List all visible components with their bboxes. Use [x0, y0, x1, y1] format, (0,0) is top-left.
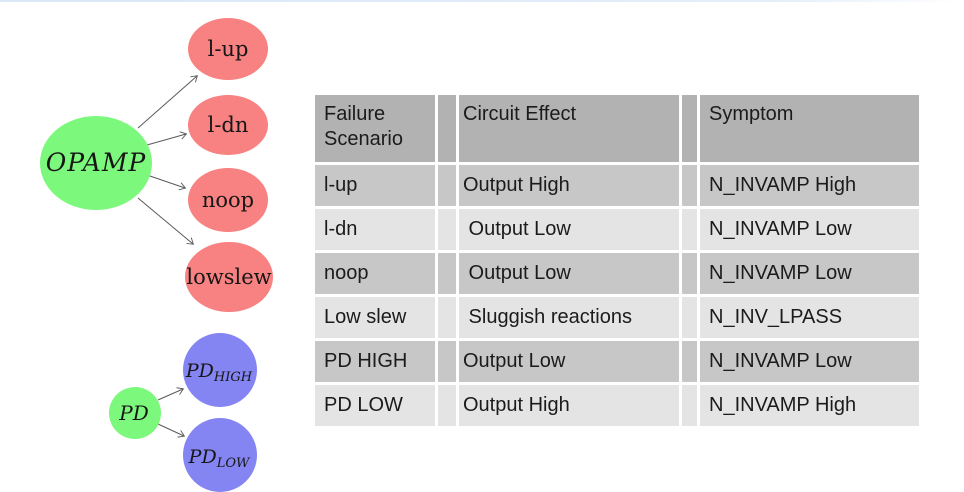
node-pd [109, 387, 161, 439]
cell-failure-scenario: l-dn [315, 209, 435, 250]
edge-opamp-noop [146, 174, 187, 191]
node-l-dn [188, 95, 268, 155]
pd-high-base: PD [185, 360, 214, 382]
top-accent-line [0, 0, 964, 2]
cell-failure-scenario: l-up [315, 165, 435, 206]
node-pd-low [183, 418, 257, 492]
node-l-up [188, 18, 268, 80]
failure-scenario-table: Failure Scenario Circuit Effect Symptom … [312, 92, 922, 429]
edge-pd-pdlow [157, 423, 186, 438]
spacer-cell [682, 165, 697, 206]
spacer-cell [682, 209, 697, 250]
spacer-cell [682, 385, 697, 426]
fault-tree-diagram: OPAMP l-up l-dn noop lowslew PD PDHIGH P… [40, 18, 273, 492]
node-opamp-label: OPAMP [46, 148, 147, 177]
cell-failure-scenario: noop [315, 253, 435, 294]
spacer-cell [438, 165, 456, 206]
node-pd-low-label: PDLOW [188, 446, 251, 471]
cell-circuit-effect: Output High [459, 165, 679, 206]
cell-symptom: N_INV_LPASS [700, 297, 919, 338]
header-spacer [682, 95, 697, 162]
cell-circuit-effect: Sluggish reactions [459, 297, 679, 338]
spacer-cell [682, 341, 697, 382]
cell-symptom: N_INVAMP High [700, 165, 919, 206]
edge-opamp-lowslew [137, 197, 194, 245]
node-noop-label: noop [202, 188, 254, 212]
edge-opamp-l-dn [146, 131, 188, 146]
pd-low-sub: LOW [216, 456, 251, 471]
cell-circuit-effect: Output High [459, 385, 679, 426]
cell-circuit-effect: Output Low [459, 209, 679, 250]
spacer-cell [682, 253, 697, 294]
pd-low-base: PD [188, 446, 217, 468]
header-circuit-effect: Circuit Effect [459, 95, 679, 162]
spacer-cell [438, 253, 456, 294]
cell-symptom: N_INVAMP Low [700, 209, 919, 250]
spacer-cell [438, 297, 456, 338]
cell-failure-scenario: Low slew [315, 297, 435, 338]
table-row: PD LOW Output High N_INVAMP High [315, 385, 919, 426]
cell-symptom: N_INVAMP Low [700, 341, 919, 382]
table-row: noop Output Low N_INVAMP Low [315, 253, 919, 294]
edge-opamp-l-up [137, 75, 198, 129]
node-opamp [40, 116, 152, 210]
node-noop [188, 168, 268, 232]
spacer-cell [438, 341, 456, 382]
node-l-dn-label: l-dn [208, 113, 249, 137]
node-l-up-label: l-up [208, 37, 249, 61]
spacer-cell [438, 209, 456, 250]
header-symptom: Symptom [700, 95, 919, 162]
cell-failure-scenario: PD LOW [315, 385, 435, 426]
edge-pd-pdhigh [157, 387, 185, 401]
header-failure-scenario: Failure Scenario [315, 95, 435, 162]
table-row: Low slew Sluggish reactions N_INV_LPASS [315, 297, 919, 338]
spacer-cell [682, 297, 697, 338]
node-pd-label: PD [118, 401, 149, 425]
table-row: l-up Output High N_INVAMP High [315, 165, 919, 206]
spacer-cell [438, 385, 456, 426]
cell-symptom: N_INVAMP High [700, 385, 919, 426]
cell-circuit-effect: Output Low [459, 341, 679, 382]
cell-symptom: N_INVAMP Low [700, 253, 919, 294]
node-pd-high [183, 333, 257, 407]
pd-high-sub: HIGH [213, 370, 253, 385]
table-header-row: Failure Scenario Circuit Effect Symptom [315, 95, 919, 162]
header-spacer [438, 95, 456, 162]
node-lowslew-label: lowslew [186, 265, 271, 289]
node-pd-high-label: PDHIGH [185, 360, 253, 385]
cell-failure-scenario: PD HIGH [315, 341, 435, 382]
table-row: PD HIGH Output Low N_INVAMP Low [315, 341, 919, 382]
node-lowslew [185, 242, 273, 312]
table-row: l-dn Output Low N_INVAMP Low [315, 209, 919, 250]
cell-circuit-effect: Output Low [459, 253, 679, 294]
